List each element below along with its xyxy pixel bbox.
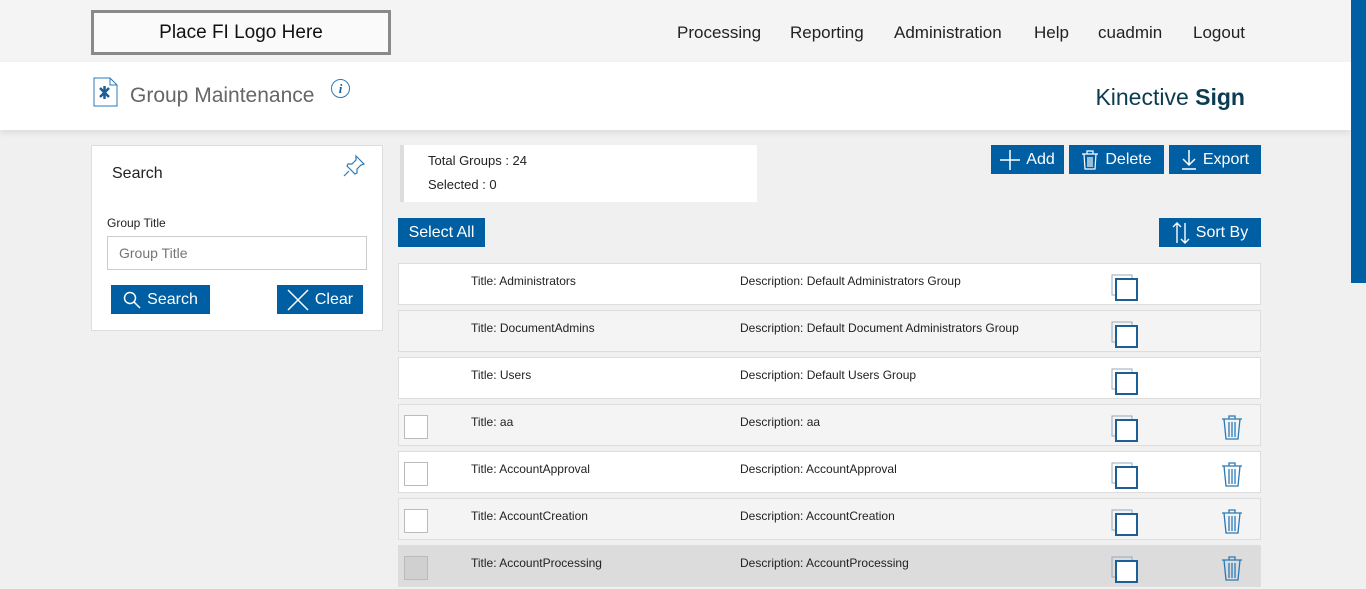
group-maintenance-icon: [93, 77, 118, 107]
copy-icon[interactable]: [1111, 274, 1139, 302]
brand-logo: Kinective Sign: [1095, 84, 1245, 110]
page-title: Group Maintenance: [130, 84, 315, 107]
row-checkbox[interactable]: [404, 462, 428, 486]
group-row[interactable]: Title: Administrators Description: Defaul…: [398, 263, 1261, 305]
row-delete-icon[interactable]: [1221, 414, 1243, 440]
nav-user[interactable]: cuadmin: [1098, 23, 1163, 42]
row-title: Title: DocumentAdmins: [471, 321, 595, 335]
group-title-label: Group Title: [107, 216, 166, 230]
nav-help[interactable]: Help: [1034, 23, 1069, 42]
row-description: Description: Default Administrators Grou…: [740, 274, 961, 288]
row-description: Description: Default Users Group: [740, 368, 917, 382]
plus-icon: [1000, 149, 1021, 170]
row-delete-icon[interactable]: [1221, 555, 1243, 581]
group-row[interactable]: Title: AccountApproval Description: Accou…: [398, 451, 1261, 493]
row-description: Description: AccountApproval: [740, 462, 897, 476]
fi-logo-placeholder: Place FI Logo Here: [91, 10, 391, 55]
add-button[interactable]: Add: [991, 145, 1064, 174]
sort-by-button[interactable]: Sort By: [1159, 218, 1261, 247]
search-panel: Search Group Title Search Clear: [91, 145, 383, 331]
group-row[interactable]: Title: DocumentAdmins Description: Defaul…: [398, 310, 1261, 352]
row-title: Title: Users: [471, 368, 532, 382]
nav-logout[interactable]: Logout: [1193, 23, 1245, 42]
copy-icon[interactable]: [1111, 368, 1139, 396]
select-all-button[interactable]: Select All: [398, 218, 485, 247]
search-panel-title: Search: [112, 165, 163, 182]
copy-icon[interactable]: [1111, 509, 1139, 537]
row-delete-icon[interactable]: [1221, 461, 1243, 487]
sort-icon: [1172, 221, 1190, 244]
copy-icon[interactable]: [1111, 556, 1139, 584]
row-description: Description: Default Document Administra…: [740, 321, 1019, 335]
selected-count: Selected : 0: [428, 177, 497, 192]
export-button[interactable]: Export: [1169, 145, 1261, 174]
info-icon[interactable]: i: [331, 79, 350, 98]
trash-icon: [1082, 149, 1099, 170]
row-description: Description: AccountCreation: [740, 509, 895, 523]
delete-button[interactable]: Delete: [1069, 145, 1164, 174]
close-icon: [287, 288, 309, 311]
clear-button[interactable]: Clear: [277, 285, 363, 314]
group-row[interactable]: Title: aa Description: aa: [398, 404, 1261, 446]
search-button[interactable]: Search: [111, 285, 210, 314]
scrollbar[interactable]: [1351, 0, 1366, 283]
summary-box: Total Groups : 24 Selected : 0: [400, 145, 757, 202]
download-icon: [1181, 149, 1196, 170]
row-checkbox[interactable]: [404, 415, 428, 439]
copy-icon[interactable]: [1111, 415, 1139, 443]
row-title: Title: AccountCreation: [471, 509, 588, 523]
nav-reporting[interactable]: Reporting: [790, 23, 864, 42]
group-row[interactable]: Title: AccountProcessing Description: Acc…: [398, 545, 1261, 587]
row-checkbox[interactable]: [404, 509, 428, 533]
nav-processing[interactable]: Processing: [677, 23, 762, 42]
row-title: Title: AccountProcessing: [471, 556, 602, 570]
group-row[interactable]: Title: Users Description: Default Users G…: [398, 357, 1261, 399]
row-delete-icon[interactable]: [1221, 508, 1243, 534]
pin-icon[interactable]: [342, 154, 366, 178]
row-description: Description: aa: [740, 415, 821, 429]
copy-icon[interactable]: [1111, 321, 1139, 349]
row-title: Title: Administrators: [471, 274, 576, 288]
page-header: Group Maintenance i Kinective Sign: [0, 62, 1351, 130]
row-description: Description: AccountProcessing: [740, 556, 909, 570]
group-title-input[interactable]: [107, 236, 367, 270]
row-checkbox[interactable]: [404, 556, 428, 580]
search-icon: [123, 291, 141, 309]
nav-administration[interactable]: Administration: [894, 23, 1002, 42]
total-groups: Total Groups : 24: [428, 153, 527, 168]
row-title: Title: AccountApproval: [471, 462, 590, 476]
row-title: Title: aa: [471, 415, 514, 429]
top-bar: Place FI Logo Here Processing Reporting …: [0, 0, 1366, 62]
copy-icon[interactable]: [1111, 462, 1139, 490]
group-row[interactable]: Title: AccountCreation Description: Accou…: [398, 498, 1261, 540]
